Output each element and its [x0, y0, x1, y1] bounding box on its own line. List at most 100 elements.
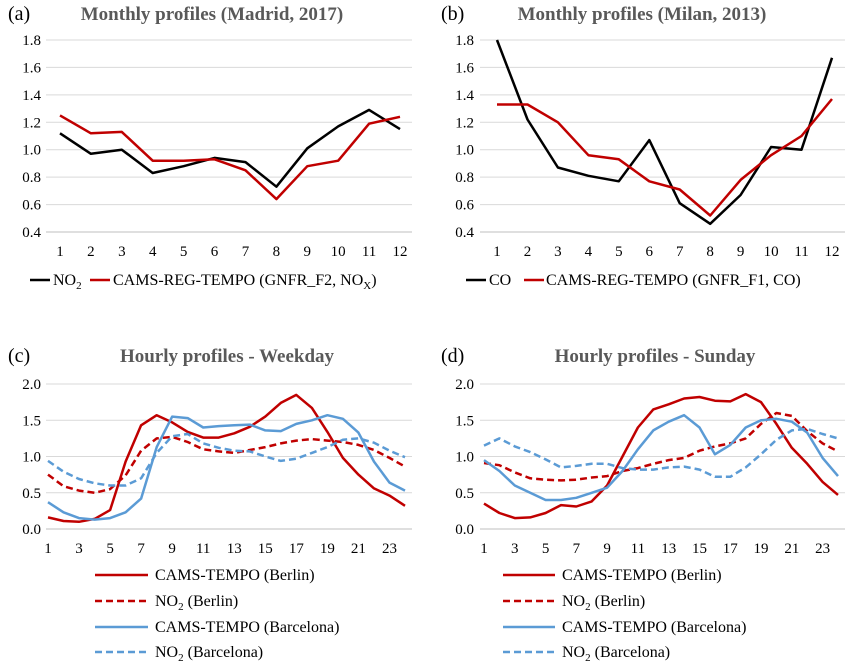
- x-tick-label: 11: [794, 244, 808, 260]
- x-tick-label: 23: [382, 541, 397, 557]
- y-tick-label: 1.2: [22, 115, 41, 131]
- series-line-2: [483, 411, 839, 482]
- legend-label: NO2 (Barcelona): [562, 644, 670, 664]
- x-tick-label: 11: [631, 541, 645, 557]
- x-tick-label: 21: [351, 541, 366, 557]
- x-tick-label: 10: [331, 244, 346, 260]
- y-tick-label: 0.6: [455, 198, 474, 214]
- y-tick-label: 1.8: [455, 33, 474, 49]
- y-tick-label: 1.0: [22, 143, 41, 159]
- legend-label: NO2 (Berlin): [155, 593, 238, 613]
- x-tick-label: 9: [304, 244, 312, 260]
- y-tick-label: 1.6: [22, 60, 41, 76]
- series-line-2: [497, 98, 833, 217]
- y-tick-label: 0.4: [455, 225, 474, 241]
- x-tick-label: 7: [573, 541, 581, 557]
- x-tick-label: 3: [554, 244, 562, 260]
- y-tick-label: 0.0: [22, 522, 41, 538]
- x-tick-label: 23: [815, 541, 830, 557]
- chart-panel-d: (d) Hourly profiles - Sunday 0.0 0.5 1.0 1.5 2…: [441, 345, 845, 664]
- x-tick-label: 15: [692, 541, 707, 557]
- legend-label: NO2: [53, 272, 82, 292]
- x-tick-label: 1: [44, 541, 52, 557]
- series-line-1: [47, 393, 406, 524]
- x-tick-label: 7: [242, 244, 250, 260]
- series-line-4: [483, 427, 839, 479]
- panel-label: (b): [441, 3, 464, 25]
- x-tick-label: 15: [258, 541, 273, 557]
- legend-label: NO2 (Barcelona): [155, 644, 263, 664]
- y-tick-label: 0.8: [22, 170, 41, 186]
- series-line-1: [495, 39, 834, 226]
- y-tick-label: 2.0: [455, 377, 474, 393]
- y-tick-label: 0.6: [22, 198, 41, 214]
- chart-title: Hourly profiles - Sunday: [555, 346, 756, 367]
- x-tick-label: 8: [706, 244, 714, 260]
- x-tick-label: 7: [137, 541, 145, 557]
- x-tick-label: 1: [493, 244, 501, 260]
- x-tick-label: 13: [227, 541, 242, 557]
- x-tick-label: 6: [211, 244, 219, 260]
- x-tick-label: 5: [615, 244, 623, 260]
- chart-title: Monthly profiles (Madrid, 2017): [81, 4, 343, 25]
- y-tick-label: 1.8: [22, 33, 41, 49]
- x-tick-label: 9: [737, 244, 745, 260]
- legend-label: CAMS-TEMPO (Berlin): [155, 567, 315, 584]
- x-tick-label: 4: [149, 244, 157, 260]
- y-tick-label: 1.0: [455, 143, 474, 159]
- x-tick-label: 11: [196, 541, 210, 557]
- x-tick-label: 1: [480, 541, 488, 557]
- x-tick-label: 4: [585, 244, 593, 260]
- panel-label: (d): [441, 345, 464, 367]
- x-tick-label: 2: [524, 244, 532, 260]
- panel-label: (a): [8, 3, 30, 25]
- x-tick-label: 5: [106, 541, 114, 557]
- y-tick-label: 0.8: [455, 170, 474, 186]
- series-line-1: [59, 108, 401, 188]
- legend: CAMS-TEMPO (Berlin) NO2 (Berlin) CAMS-TEMP…: [503, 567, 746, 664]
- x-tick-label: 19: [754, 541, 769, 557]
- x-tick-label: 3: [118, 244, 126, 260]
- series-line-3: [483, 413, 839, 502]
- series-line-1: [483, 392, 839, 520]
- legend-label: NO2 (Berlin): [562, 593, 645, 613]
- x-tick-label: 3: [511, 541, 519, 557]
- x-tick-label: 21: [784, 541, 799, 557]
- y-tick-label: 0.5: [22, 486, 41, 502]
- y-tick-label: 1.4: [22, 88, 41, 104]
- x-tick-label: 1: [56, 244, 64, 260]
- y-tick-label: 1.2: [455, 115, 474, 131]
- legend: CAMS-TEMPO (Berlin) NO2 (Berlin) CAMS-TEMP…: [95, 567, 339, 664]
- x-tick-label: 17: [723, 541, 739, 557]
- x-tick-label: 5: [180, 244, 188, 260]
- x-tick-label: 5: [542, 541, 550, 557]
- legend-label: CO: [489, 272, 511, 289]
- legend-label: CAMS-REG-TEMPO (GNFR_F2, NOX): [113, 272, 377, 292]
- x-tick-label: 12: [825, 244, 840, 260]
- legend-label: CAMS-TEMPO (Barcelona): [562, 619, 746, 636]
- legend-label: CAMS-REG-TEMPO (GNFR_F1, CO): [546, 272, 801, 289]
- y-tick-label: 1.5: [22, 413, 41, 429]
- y-tick-label: 1.6: [455, 60, 474, 76]
- panel-label: (c): [8, 345, 30, 367]
- x-tick-label: 7: [676, 244, 684, 260]
- y-tick-label: 1.4: [455, 88, 474, 104]
- x-tick-label: 8: [273, 244, 281, 260]
- x-tick-label: 10: [764, 244, 779, 260]
- legend: CO CAMS-REG-TEMPO (GNFR_F1, CO): [466, 272, 801, 289]
- x-tick-label: 11: [362, 244, 376, 260]
- series-line-2: [47, 435, 406, 495]
- legend-label: CAMS-TEMPO (Barcelona): [155, 619, 339, 636]
- x-tick-label: 2: [87, 244, 95, 260]
- x-tick-label: 9: [603, 541, 611, 557]
- y-tick-label: 2.0: [22, 377, 41, 393]
- chart-title: Monthly profiles (Milan, 2013): [518, 4, 767, 25]
- chart-panel-a: (a) Monthly profiles (Madrid, 2017) 0.4 0.6…: [8, 3, 412, 292]
- series-line-3: [47, 413, 406, 521]
- legend: NO2 CAMS-REG-TEMPO (GNFR_F2, NOX): [30, 272, 377, 292]
- series-line-4: [47, 432, 406, 487]
- y-tick-label: 1.0: [455, 450, 474, 466]
- y-tick-label: 0.0: [455, 522, 474, 538]
- series-line-2: [59, 114, 401, 201]
